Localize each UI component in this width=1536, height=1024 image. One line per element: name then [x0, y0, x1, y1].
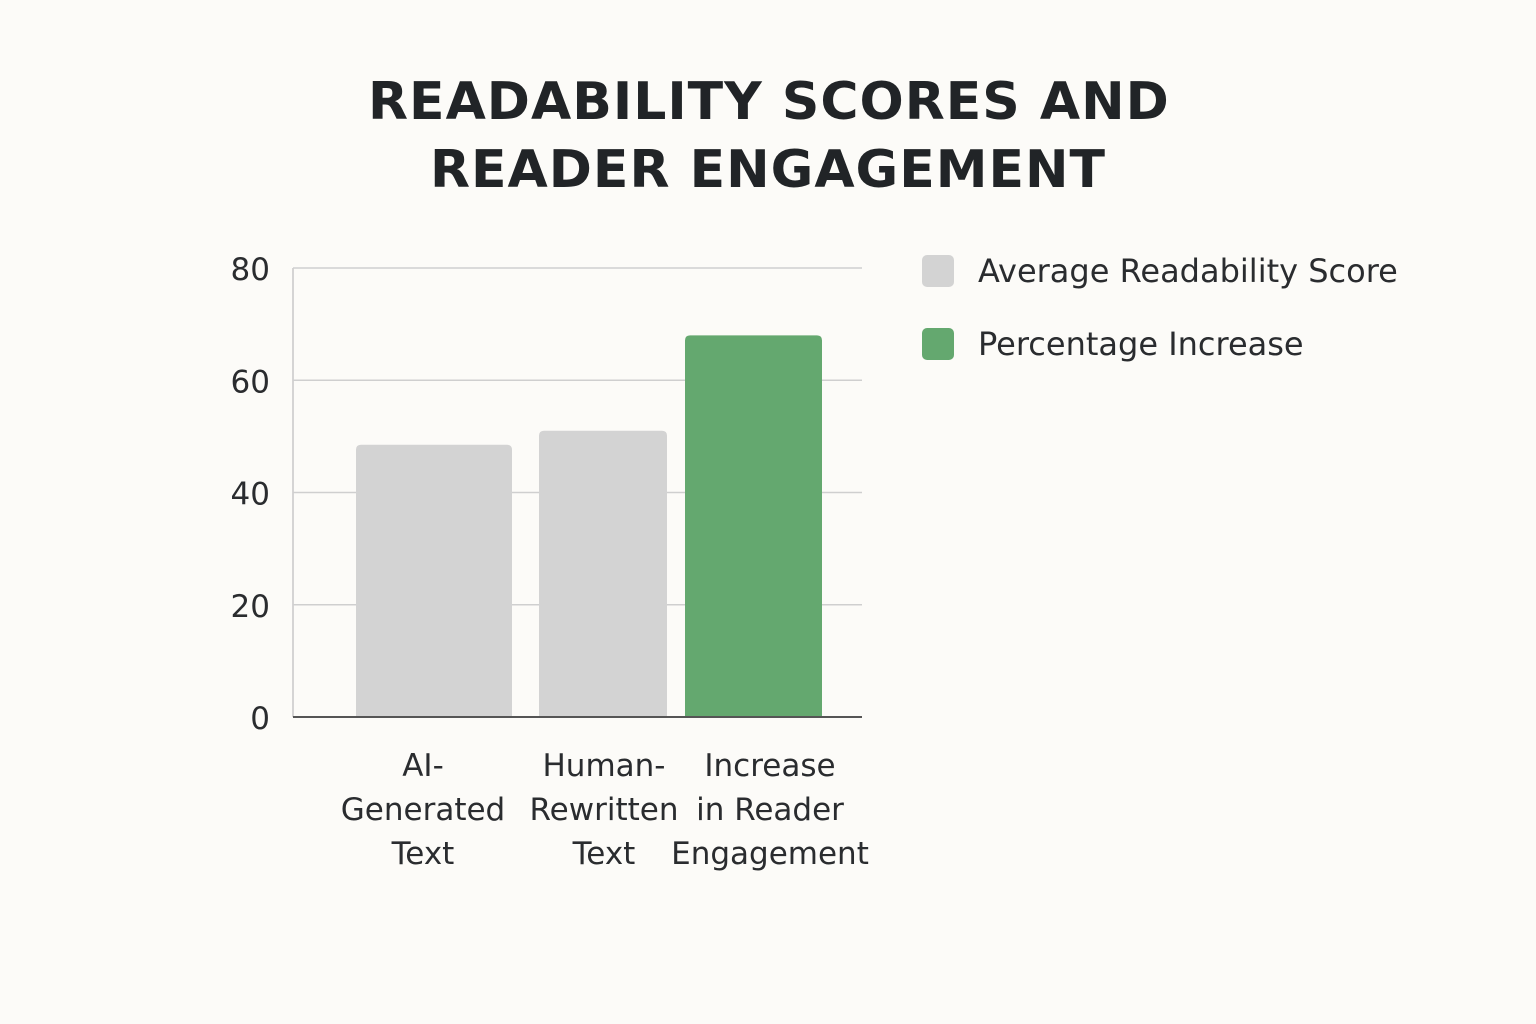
bar-0: [356, 444, 512, 717]
legend-label-percentage: Percentage Increase: [978, 325, 1304, 363]
bar-1: [539, 430, 667, 717]
x-tick-label-1-line-2: Text: [572, 836, 636, 872]
x-tick-label-2-line-2: Engagement: [671, 836, 869, 872]
legend-item-readability: Average Readability Score: [922, 252, 1398, 290]
x-tick-label-2-line-1: in Reader: [696, 792, 844, 828]
y-tick-label-60: 60: [231, 364, 270, 400]
legend-label-readability: Average Readability Score: [978, 252, 1398, 290]
legend: Average Readability Score Percentage Inc…: [922, 252, 1398, 398]
chart-title-line-2: READER ENGAGEMENT: [429, 140, 1107, 200]
legend-item-percentage: Percentage Increase: [922, 325, 1398, 363]
y-tick-label-80: 80: [231, 252, 270, 288]
x-tick-label-0-line-0: AI-: [402, 748, 444, 784]
chart-title: READABILITY SCORES AND READER ENGAGEMENT: [368, 68, 1170, 204]
legend-swatch-percentage: [922, 328, 954, 360]
x-tick-label-1-line-0: Human-: [543, 748, 666, 784]
y-tick-label-20: 20: [231, 589, 270, 625]
x-tick-label-2-line-0: Increase: [704, 748, 835, 784]
y-tick-label-0: 0: [250, 701, 270, 737]
y-tick-label-40: 40: [231, 477, 270, 513]
x-tick-label-0-line-2: Text: [391, 836, 455, 872]
x-tick-label-0-line-1: Generated: [341, 792, 505, 828]
x-tick-label-1-line-1: Rewritten: [530, 792, 679, 828]
legend-swatch-readability: [922, 255, 954, 287]
chart-title-line-1: READABILITY SCORES AND: [368, 72, 1170, 132]
bar-2: [685, 335, 822, 717]
